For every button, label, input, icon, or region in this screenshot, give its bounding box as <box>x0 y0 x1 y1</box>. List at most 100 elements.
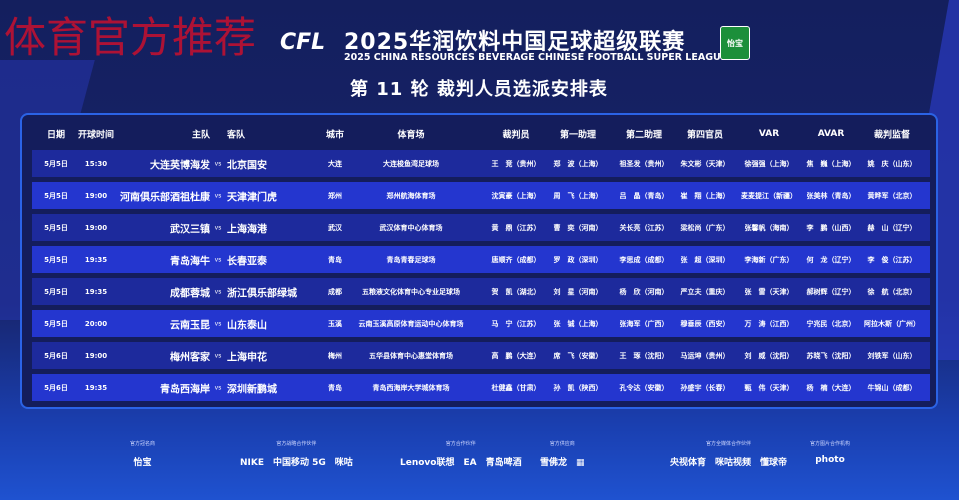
cell-away: 上海申花 <box>227 352 267 363</box>
cell-a1: 周 飞（上海） <box>553 191 603 200</box>
cell-date: 5月5日 <box>44 159 68 168</box>
cell-home: 青岛西海岸 <box>160 384 210 395</box>
cell-venue: 郑州航海体育场 <box>386 191 436 200</box>
cell-supervisor: 牛锦山（成都） <box>867 383 917 392</box>
sponsor-label: 官方冠名商 <box>130 441 156 447</box>
cell-a2: 关长亮（江苏） <box>619 223 669 232</box>
vs-label: vs <box>214 160 222 167</box>
sponsor-logos: photo <box>815 455 845 465</box>
cell-avar: 焦 巍（上海） <box>806 159 856 168</box>
title-cn: 2025华润饮料中国足球超级联赛 <box>344 30 686 55</box>
sponsor-group: 官方图片合作机构 photo <box>810 440 850 465</box>
cell-supervisor: 李 俊（江苏） <box>867 255 917 264</box>
sponsor-label: 官方全媒体合作伙伴 <box>706 441 752 447</box>
sponsor-logos: 雪佛龙 ▦ <box>540 458 585 468</box>
cell-time: 15:30 <box>84 159 108 168</box>
cell-supervisor: 赫 山（辽宁） <box>867 223 917 232</box>
cell-fourth: 朱文彬（天津） <box>680 159 730 168</box>
sponsor-group: 官方合作伙伴 Lenovo联想 EA 青岛啤酒 <box>400 440 522 468</box>
sponsor-logos: 怡宝 <box>133 458 152 468</box>
cell-a2: 李思成（成都） <box>619 255 669 264</box>
cell-city: 梅州 <box>328 351 342 360</box>
cell-time: 19:35 <box>84 255 108 264</box>
sponsor-logos: NIKE 中国移动 5G 咪咕 <box>240 458 353 468</box>
cell-supervisor: 黄晔军（北京） <box>867 191 917 200</box>
cell-a2: 张海军（广西） <box>619 319 669 328</box>
cell-time: 19:00 <box>84 351 108 360</box>
cell-venue: 青岛西海岸大学城体育场 <box>372 383 450 392</box>
cell-date: 5月5日 <box>44 223 68 232</box>
sponsor-group: 官方供应商雪佛龙 ▦ <box>540 440 585 468</box>
sponsor-group: 官方战略合作伙伴 NIKE 中国移动 5G 咪咕 <box>240 440 353 468</box>
vs-label: vs <box>214 352 222 359</box>
col-supervisor: 裁判监督 <box>873 130 911 141</box>
table-row: 5月6日 19:35 青岛 青岛西海岸大学城体育场 杜健鑫（甘肃） 孙 凯（陕西） 孔令达（… <box>32 374 930 401</box>
cell-date: 5月6日 <box>44 351 68 360</box>
cell-var: 徐强强（上海） <box>744 159 794 168</box>
cell-away: 长春亚泰 <box>227 256 267 267</box>
sponsor-group: 官方冠名商 怡宝 <box>130 440 155 468</box>
cell-date: 5月5日 <box>44 191 68 200</box>
cell-a2: 吕 晶（青岛） <box>619 191 669 200</box>
cell-a2: 孔令达（安徽） <box>619 383 669 392</box>
cell-var: 张馨帆（海南） <box>744 223 794 232</box>
cell-referee: 杜健鑫（甘肃） <box>491 383 541 392</box>
cell-supervisor: 徐 航（北京） <box>867 287 917 296</box>
cell-avar: 苏晓飞（沈阳） <box>806 351 856 360</box>
cell-a2: 王 琢（沈阳） <box>619 351 669 360</box>
sponsor-group: 官方全媒体合作伙伴 央视体育 咪咕视频 懂球帝 <box>670 440 787 468</box>
cell-city: 玉溪 <box>328 319 342 328</box>
sponsor-label: 官方供应商 <box>549 441 575 447</box>
cell-avar: 何 龙（辽宁） <box>806 255 856 264</box>
cell-away: 上海海港 <box>227 224 267 235</box>
cell-var: 万 涛（江西） <box>744 319 794 328</box>
table-row: 5月5日 20:00 玉溪 云南玉溪高原体育运动中心体育场 马 宁（江苏） 张 铖（上海）… <box>32 310 930 337</box>
title-en: 2025 CHINA RESOURCES BEVERAGE CHINESE FO… <box>344 52 728 63</box>
cell-a1: 席 飞（安徽） <box>553 351 603 360</box>
table-row: 5月5日 19:00 郑州 郑州航海体育场 沈寅豪（上海） 周 飞（上海） 吕 晶（青岛） 崔… <box>32 182 930 209</box>
cell-date: 5月5日 <box>44 255 68 264</box>
sponsor-label: 官方战略合作伙伴 <box>276 441 317 447</box>
cell-a2: 祖圣发（贵州） <box>619 159 669 168</box>
cell-var: 麦麦提江（新疆） <box>741 191 797 200</box>
cell-venue: 五华县体育中心惠堂体育场 <box>369 351 453 360</box>
cell-date: 5月5日 <box>44 287 68 296</box>
cell-city: 青岛 <box>328 255 342 264</box>
page-title: 第 11 轮 裁判人员选派安排表 <box>350 79 608 100</box>
cell-time: 19:00 <box>84 223 108 232</box>
col-var: VAR <box>758 129 780 139</box>
cell-away: 山东泰山 <box>227 320 267 331</box>
referee-table: 日期 开球时间 主队 客队 城市 体育场 裁判员 第一助理 第二助理 第四官员 … <box>20 113 938 409</box>
cell-venue: 武汉体育中心体育场 <box>379 223 443 232</box>
cell-var: 刘 威（沈阳） <box>744 351 794 360</box>
cell-city: 大连 <box>328 159 342 168</box>
cell-a1: 张 铖（上海） <box>553 319 603 328</box>
cell-referee: 马 宁（江苏） <box>491 319 541 328</box>
cell-referee: 沈寅豪（上海） <box>491 191 541 200</box>
cell-supervisor: 阿拉木斯（广州） <box>864 319 920 328</box>
vs-label: vs <box>214 256 222 263</box>
cell-fourth: 崔 翔（上海） <box>680 191 730 200</box>
cell-fourth: 梁松尚（广东） <box>680 223 730 232</box>
cell-fourth: 孙盛宇（长春） <box>680 383 730 392</box>
cell-venue: 青岛青春足球场 <box>386 255 436 264</box>
sponsor-logo: 怡宝 <box>720 26 750 60</box>
cell-a1: 曹 奕（河南） <box>553 223 603 232</box>
cell-referee: 唐顺齐（成都） <box>491 255 541 264</box>
sponsor-label: 官方合作伙伴 <box>445 441 476 447</box>
cell-city: 武汉 <box>328 223 342 232</box>
cell-city: 青岛 <box>328 383 342 392</box>
vs-label: vs <box>214 192 222 199</box>
cell-avar: 宁兆民（北京） <box>806 319 856 328</box>
cell-a2: 杨 欣（河南） <box>619 287 669 296</box>
vs-label: vs <box>214 320 222 327</box>
vs-label: vs <box>214 384 222 391</box>
cell-away: 天津津门虎 <box>227 192 277 203</box>
cell-date: 5月5日 <box>44 319 68 328</box>
cell-fourth: 严立夫（重庆） <box>680 287 730 296</box>
col-a2: 第二助理 <box>625 130 663 141</box>
cell-time: 19:35 <box>84 383 108 392</box>
cell-venue: 大连梭鱼湾足球场 <box>383 159 439 168</box>
cell-fourth: 穆垂辰（西安） <box>680 319 730 328</box>
cell-referee: 黄 鼎（江苏） <box>491 223 541 232</box>
